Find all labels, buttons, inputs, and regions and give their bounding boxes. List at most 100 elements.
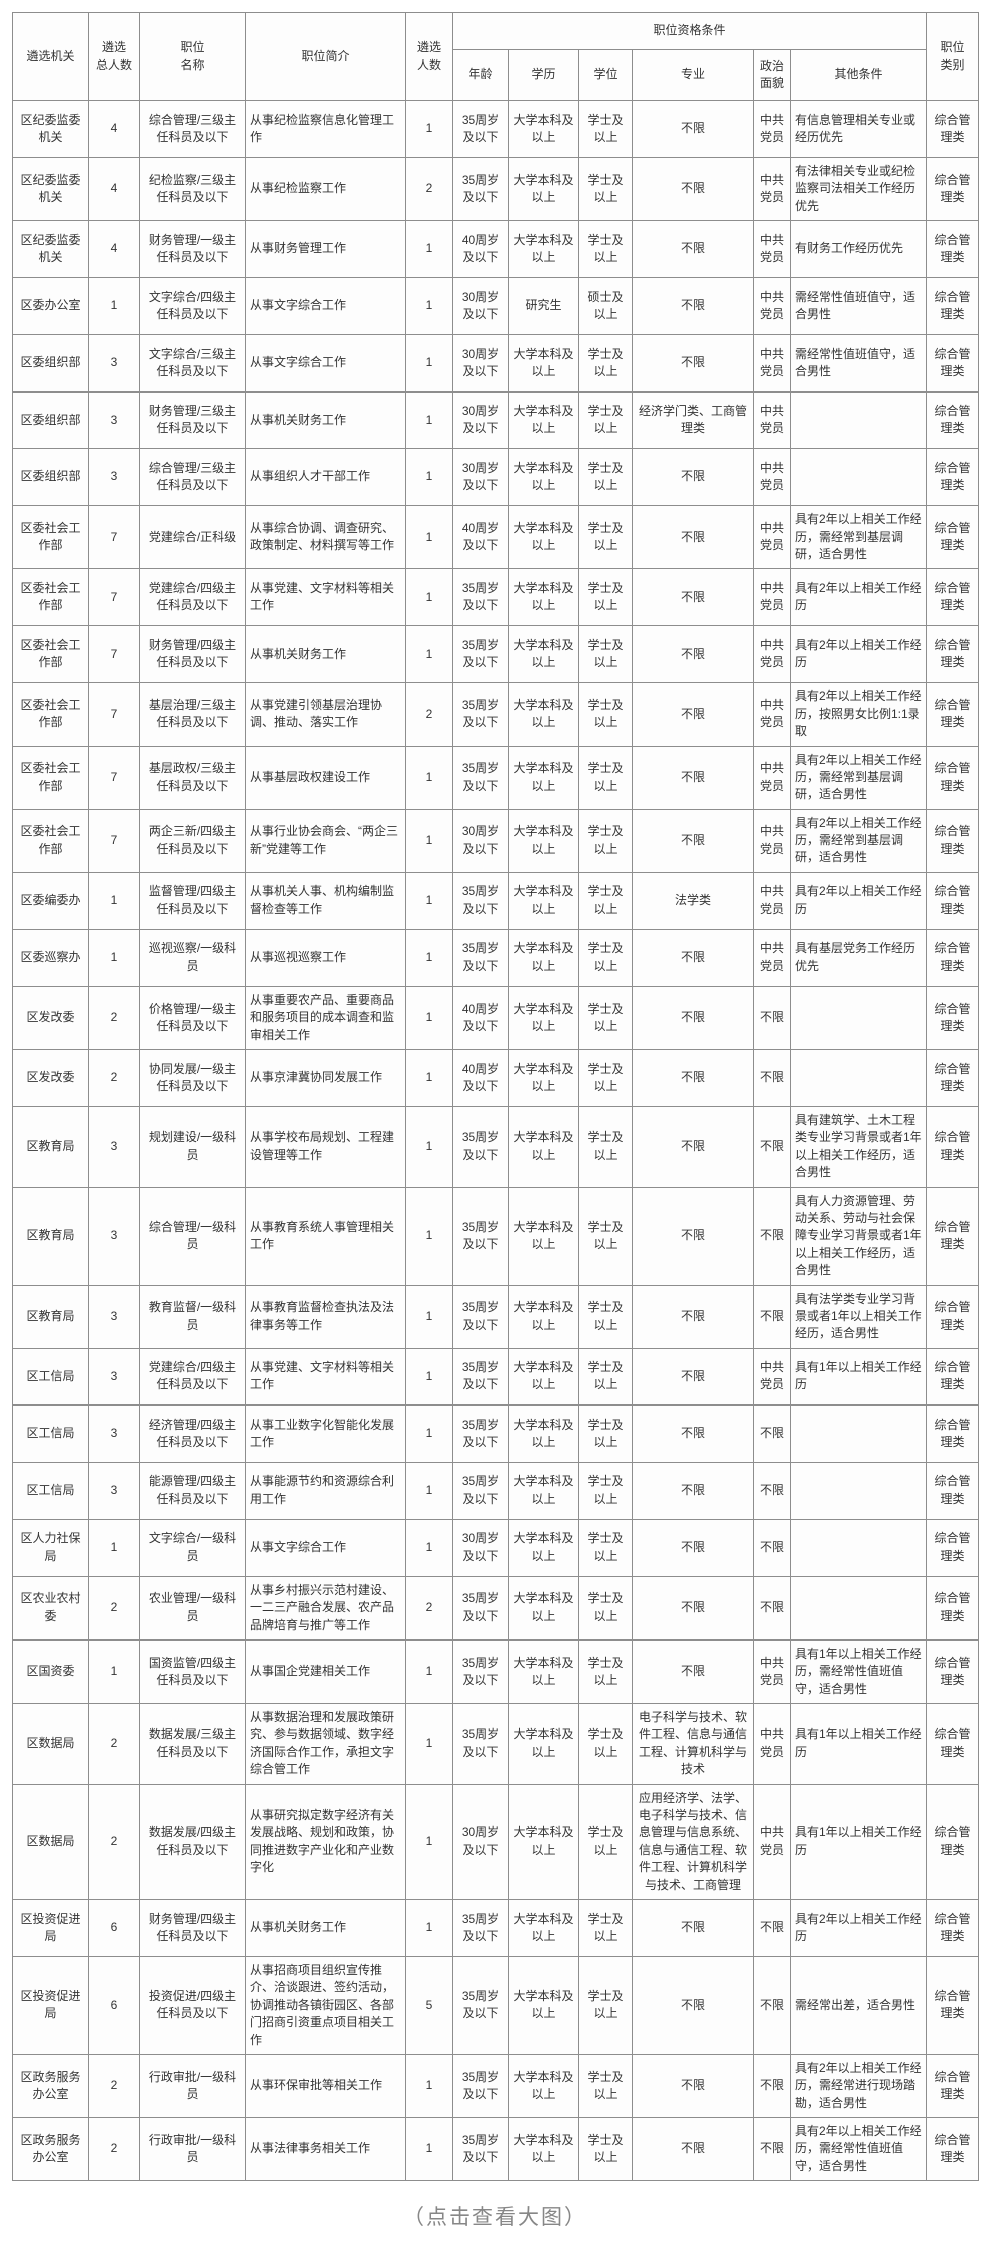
cell-political: 不限 xyxy=(753,1404,791,1463)
cell-other xyxy=(789,390,928,450)
cell-title: 能源管理/四级主任科员及以下 xyxy=(139,1461,246,1520)
cell-category: 综合管理类 xyxy=(926,156,980,222)
cell-desc: 从事研究拟定数字经济有关发展战略、规划和政策，协同推进数字产业化和产业数字化 xyxy=(245,1783,406,1900)
cell-other: 具有人力资源管理、劳动关系、劳动与社会保障专业学习背景或者1年以上相关工作经历，… xyxy=(789,1186,928,1286)
cell-count: 1 xyxy=(405,871,453,930)
cell-age: 35周岁及以下 xyxy=(452,1955,509,2055)
cell-age: 35周岁及以下 xyxy=(452,928,509,987)
cell-degree: 学士及以上 xyxy=(578,1106,633,1188)
cell-major: 不限 xyxy=(632,220,754,279)
cell-major: 不限 xyxy=(632,928,754,987)
col-header-age: 年龄 xyxy=(452,49,509,101)
cell-agency: 区委社会工作部 xyxy=(12,682,89,747)
cell-desc: 从事行业协会商会、“两企三新”党建等工作 xyxy=(245,808,406,873)
cell-age: 35周岁及以下 xyxy=(452,1638,509,1705)
col-header-agency: 遴选机关 xyxy=(12,12,89,101)
cell-desc: 从事文字综合工作 xyxy=(245,334,406,393)
cell-political: 中共党员 xyxy=(753,808,791,873)
cell-category: 综合管理类 xyxy=(926,1404,980,1463)
cell-agency: 区委办公室 xyxy=(12,277,89,336)
cell-category: 综合管理类 xyxy=(926,334,980,393)
cell-degree: 学士及以上 xyxy=(578,682,633,747)
cell-edu: 大学本科及以上 xyxy=(508,220,579,279)
cell-major: 不限 xyxy=(632,625,754,684)
cell-category: 综合管理类 xyxy=(926,1575,980,1641)
cell-other: 需经常性值班值守，适合男性 xyxy=(789,277,928,336)
cell-desc: 从事能源节约和资源综合利用工作 xyxy=(245,1461,406,1520)
cell-age: 35周岁及以下 xyxy=(452,682,509,747)
cell-other: 具有2年以上相关工作经历，需经常到基层调研，适合男性 xyxy=(789,808,928,873)
cell-agency: 区政务服务办公室 xyxy=(12,2117,89,2182)
cell-category: 综合管理类 xyxy=(926,448,980,507)
table-header: 遴选机关 遴选 总人数 职位 名称 职位简介 遴选 人数 职位资格条件 职位 类… xyxy=(12,12,980,101)
cell-title: 文字综合/四级主任科员及以下 xyxy=(139,277,246,336)
cell-title: 数据发展/四级主任科员及以下 xyxy=(139,1783,246,1900)
cell-desc: 从事党建、文字材料等相关工作 xyxy=(245,1347,406,1406)
cell-edu: 大学本科及以上 xyxy=(508,1106,579,1188)
cell-other: 具有1年以上相关工作经历 xyxy=(789,1703,928,1785)
cell-political: 中共党员 xyxy=(753,220,791,279)
cell-category: 综合管理类 xyxy=(926,1186,980,1286)
cell-agency: 区教育局 xyxy=(12,1186,89,1286)
cell-category: 综合管理类 xyxy=(926,1106,980,1188)
cell-degree: 学士及以上 xyxy=(578,1783,633,1900)
cell-desc: 从事综合协调、调查研究、政策制定、材料撰写等工作 xyxy=(245,505,406,570)
cell-political: 不限 xyxy=(753,1049,791,1108)
cell-desc: 从事纪检监察工作 xyxy=(245,156,406,222)
cell-edu: 大学本科及以上 xyxy=(508,1284,579,1349)
view-large-caption[interactable]: （点击查看大图） xyxy=(403,2206,587,2230)
cell-title: 协同发展/一级主任科员及以下 xyxy=(139,1049,246,1108)
cell-total: 1 xyxy=(88,928,140,987)
cell-total: 4 xyxy=(88,220,140,279)
cell-age: 30周岁及以下 xyxy=(452,334,509,393)
cell-political: 中共党员 xyxy=(753,390,791,450)
cell-age: 30周岁及以下 xyxy=(452,448,509,507)
cell-total: 1 xyxy=(88,871,140,930)
cell-count: 1 xyxy=(405,2053,453,2119)
cell-count: 1 xyxy=(405,568,453,627)
cell-agency: 区委社会工作部 xyxy=(12,505,89,570)
table-row: 区委社会工作部 7 两企三新/四级主任科员及以下 从事行业协会商会、“两企三新”党建等… xyxy=(12,808,980,873)
cell-age: 30周岁及以下 xyxy=(452,1783,509,1900)
cell-age: 35周岁及以下 xyxy=(452,156,509,222)
cell-desc: 从事学校布局规划、工程建设管理等工作 xyxy=(245,1106,406,1188)
cell-agency: 区纪委监委机关 xyxy=(12,100,89,158)
cell-agency: 区农业农村委 xyxy=(12,1575,89,1641)
cell-political: 不限 xyxy=(753,1106,791,1188)
cell-edu: 大学本科及以上 xyxy=(508,682,579,747)
cell-total: 1 xyxy=(88,1638,140,1705)
cell-category: 综合管理类 xyxy=(926,1347,980,1406)
cell-title: 党建综合/正科级 xyxy=(139,505,246,570)
cell-total: 7 xyxy=(88,505,140,570)
cell-major: 法学类 xyxy=(632,871,754,930)
table-row: 区教育局 3 综合管理/一级科员 从事教育系统人事管理相关工作 1 35周岁及以下 大学本科… xyxy=(12,1186,980,1286)
cell-total: 3 xyxy=(88,1186,140,1286)
table-row: 区人力社保局 1 文字综合/一级科员 从事文字综合工作 1 30周岁及以下 大学本科及以上学… xyxy=(12,1518,980,1577)
cell-title: 基层治理/三级主任科员及以下 xyxy=(139,682,246,747)
cell-desc: 从事文字综合工作 xyxy=(245,1518,406,1577)
cell-count: 1 xyxy=(405,1284,453,1349)
cell-edu: 研究生 xyxy=(508,277,579,336)
cell-major: 不限 xyxy=(632,505,754,570)
cell-desc: 从事招商项目组织宣传推介、洽谈跟进、签约活动，协调推动各镇街园区、各部门招商引资… xyxy=(245,1955,406,2055)
cell-major: 不限 xyxy=(632,1049,754,1108)
cell-total: 2 xyxy=(88,1049,140,1108)
cell-other xyxy=(789,1518,928,1577)
cell-title: 数据发展/三级主任科员及以下 xyxy=(139,1703,246,1785)
cell-desc: 从事重要农产品、重要商品和服务项目的成本调查和监审相关工作 xyxy=(245,985,406,1051)
cell-edu: 大学本科及以上 xyxy=(508,1461,579,1520)
cell-total: 3 xyxy=(88,334,140,393)
cell-category: 综合管理类 xyxy=(926,2053,980,2119)
cell-other xyxy=(789,1461,928,1520)
cell-edu: 大学本科及以上 xyxy=(508,1404,579,1463)
position-table-image[interactable]: 遴选机关 遴选 总人数 职位 名称 职位简介 遴选 人数 职位资格条件 职位 类… xyxy=(12,12,980,2182)
cell-total: 6 xyxy=(88,1898,140,1957)
cell-age: 35周岁及以下 xyxy=(452,2117,509,2182)
col-header-degree: 学位 xyxy=(578,49,633,101)
cell-edu: 大学本科及以上 xyxy=(508,568,579,627)
cell-category: 综合管理类 xyxy=(926,1284,980,1349)
cell-major: 不限 xyxy=(632,1575,754,1641)
cell-edu: 大学本科及以上 xyxy=(508,1955,579,2055)
cell-category: 综合管理类 xyxy=(926,871,980,930)
